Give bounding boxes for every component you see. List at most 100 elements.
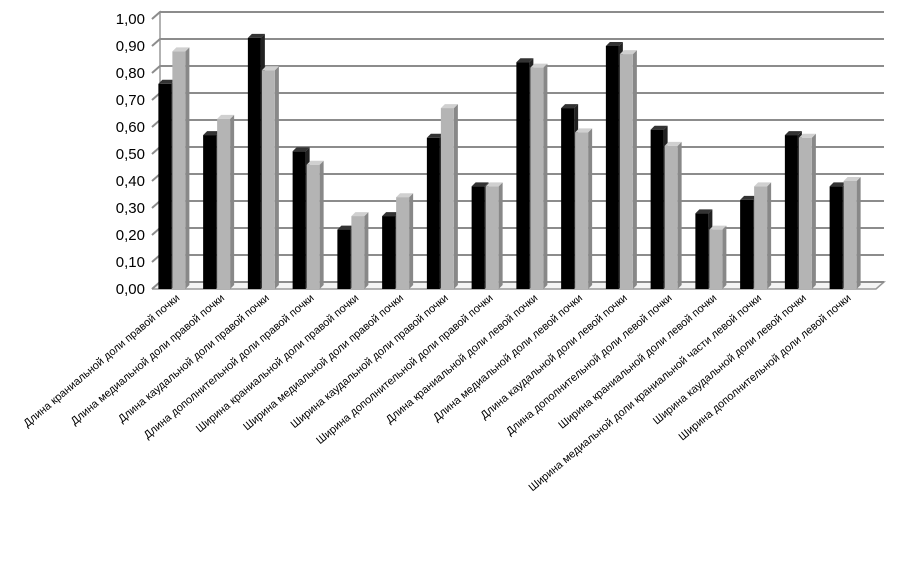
bar-series-2 — [440, 104, 458, 289]
bar-top — [605, 42, 623, 46]
bar-top — [829, 182, 847, 187]
bar-side — [677, 141, 682, 289]
bar-top — [485, 182, 503, 187]
bar-side — [185, 47, 190, 290]
bar-series-2 — [485, 182, 503, 289]
bar-side — [722, 225, 727, 289]
bar-top — [292, 147, 310, 152]
bar-side — [319, 160, 324, 289]
y-tick-label: 0,60 — [116, 119, 145, 136]
bar-top — [306, 160, 324, 165]
bar-top — [440, 104, 458, 109]
bar — [351, 216, 365, 289]
bar-top — [396, 193, 414, 198]
bar-top — [619, 50, 637, 55]
x-tick-label: Длина краниальной доли правой почки — [21, 292, 182, 430]
bar-series-2 — [172, 47, 190, 290]
x-tick-label: Ширина краниальной доли правой почки — [194, 292, 361, 435]
bar-series-2 — [754, 182, 772, 289]
y-tick-label: 0,40 — [116, 173, 145, 190]
bar-top — [754, 182, 772, 187]
bar — [664, 145, 678, 289]
y-tick-label: 0,90 — [116, 38, 145, 55]
gridline — [151, 11, 884, 20]
bar-top — [351, 212, 369, 217]
bar-top — [172, 47, 190, 52]
bar-side — [767, 182, 772, 289]
bar — [247, 37, 261, 290]
bar-side — [230, 114, 235, 290]
bar-series-2 — [798, 133, 816, 289]
bar-series-2 — [575, 128, 593, 289]
bar — [575, 132, 589, 289]
bar-top — [650, 125, 668, 130]
bar-top — [784, 131, 802, 136]
bar — [754, 186, 768, 289]
bar-top — [217, 114, 235, 119]
bar-top — [516, 58, 534, 63]
bar — [306, 164, 320, 289]
bar — [337, 229, 351, 289]
bar-top — [471, 182, 489, 187]
bar — [695, 213, 709, 289]
bar-top — [575, 128, 593, 133]
bar — [172, 51, 186, 290]
y-tick-label: 0,50 — [116, 146, 145, 163]
bar — [203, 135, 217, 289]
bar — [619, 54, 633, 289]
bar-series-2 — [351, 212, 369, 289]
bar-top — [261, 66, 279, 71]
bar-top — [740, 195, 758, 200]
bar-side — [409, 193, 414, 289]
bar — [516, 62, 530, 290]
bar-top — [798, 133, 816, 138]
bar — [292, 151, 306, 289]
bar-series-2 — [664, 141, 682, 289]
y-axis-ticks: 0,00 0,10 0,20 0,30 0,40 0,50 0,60 0,70 0,80 0,90… — [116, 11, 145, 298]
bar — [740, 199, 754, 289]
bar-side — [274, 66, 279, 289]
y-tick-label: 0,00 — [116, 281, 145, 298]
bar-series-2 — [217, 114, 235, 290]
x-axis-labels: Длина краниальной доли правой почки Длина… — [21, 292, 853, 494]
bar — [709, 229, 723, 289]
bar-side — [498, 182, 503, 289]
bar — [261, 70, 275, 289]
bar-top — [382, 212, 400, 217]
bar-top — [530, 63, 548, 68]
bar-series-2 — [396, 193, 414, 289]
bar-top — [337, 225, 355, 230]
bar-side — [588, 128, 593, 289]
bar — [426, 137, 440, 289]
bar-top — [426, 133, 444, 138]
bar-series-2 — [261, 66, 279, 289]
y-tick-label: 0,20 — [116, 227, 145, 244]
bar-top — [203, 131, 221, 136]
bar-side — [856, 177, 861, 289]
bar-top — [158, 79, 176, 84]
bar — [650, 129, 664, 289]
y-tick-label: 0,30 — [116, 200, 145, 217]
bar — [485, 186, 499, 289]
y-tick-label: 0,10 — [116, 254, 145, 271]
bar-top — [695, 209, 713, 214]
bar — [382, 216, 396, 289]
bar-side — [632, 50, 637, 289]
bar — [561, 108, 575, 289]
x-tick-label: Ширина медиальной доли правой почки — [241, 292, 406, 433]
bar-series-2 — [530, 63, 548, 289]
bar — [530, 67, 544, 289]
y-tick-label: 1,00 — [116, 11, 145, 28]
bar — [784, 135, 798, 289]
bar-series-2 — [306, 160, 324, 289]
bar-top — [709, 225, 727, 230]
bar-series-2 — [843, 177, 861, 289]
bar — [217, 118, 231, 290]
bar — [843, 181, 857, 289]
bar-side — [364, 212, 369, 289]
bar-top — [561, 104, 579, 109]
bars — [158, 33, 861, 290]
bar — [396, 197, 410, 289]
bar-top — [843, 177, 861, 181]
